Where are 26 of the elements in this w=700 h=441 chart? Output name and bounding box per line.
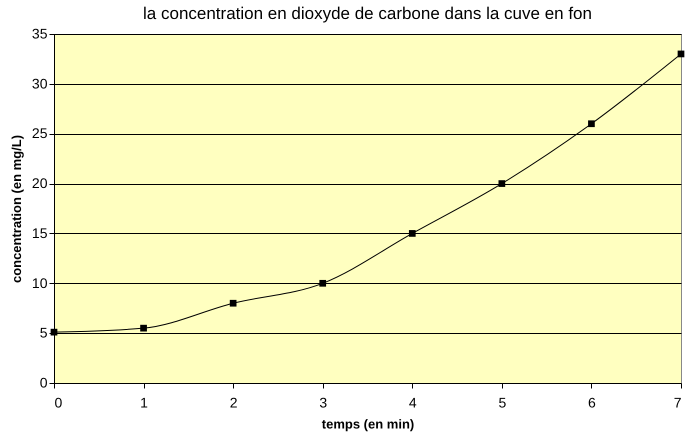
x-tick-label: 7	[674, 394, 682, 410]
x-tick-label: 3	[319, 394, 328, 410]
y-axis-title: concentration (en mg/L)	[8, 134, 24, 284]
chart-title: la concentration en dioxyde de carbone dans la cuve en fon	[143, 4, 592, 23]
y-tick-label: 5	[40, 324, 48, 341]
x-tick-label: 2	[230, 394, 238, 410]
point	[588, 120, 595, 128]
point	[498, 180, 506, 187]
y-tick-label: 25	[32, 125, 48, 142]
x-tick-label: 5	[498, 394, 506, 410]
x-axis-title: temps (en min)	[322, 416, 414, 432]
y-tick-label: 0	[40, 374, 48, 390]
point	[678, 50, 684, 58]
point	[230, 300, 236, 307]
point	[319, 280, 326, 287]
x-tick-label: 1	[140, 394, 148, 410]
y-tick-label: 20	[32, 175, 48, 192]
y-tick-label: 10	[32, 274, 48, 291]
y-tick-label: 15	[32, 224, 48, 241]
y-tick-label: 35	[32, 26, 48, 42]
x-tick-label: 4	[408, 394, 417, 410]
x-tick-label: 0	[54, 394, 62, 410]
point	[140, 324, 147, 332]
point	[408, 230, 416, 237]
y-tick-label: 30	[32, 75, 48, 92]
x-tick-label: 6	[588, 394, 596, 410]
